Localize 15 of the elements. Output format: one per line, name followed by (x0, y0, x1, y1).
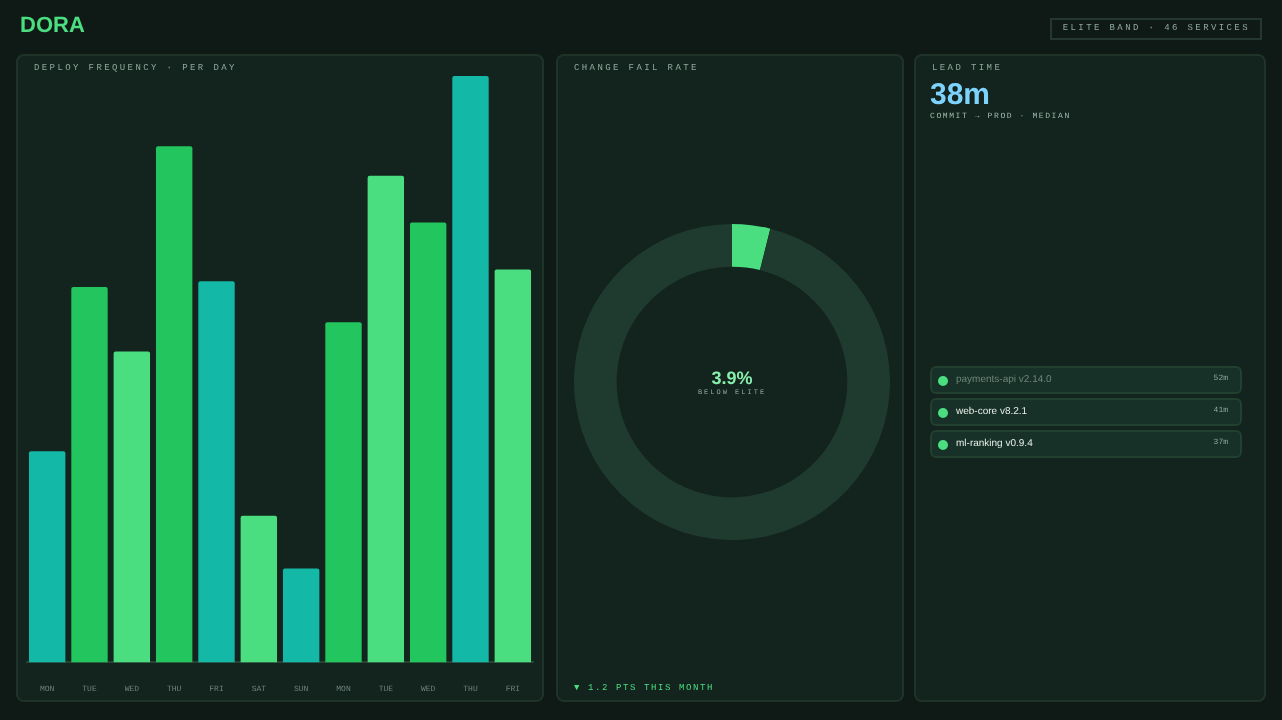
text: DORA (20, 14, 85, 38)
bar (409, 222, 447, 663)
bar (113, 351, 151, 663)
bar (28, 451, 66, 663)
bar (71, 287, 108, 663)
bar (240, 515, 278, 663)
bar (198, 281, 235, 663)
bar (367, 175, 405, 663)
bar (155, 146, 193, 663)
text: 3.9% (709, 368, 755, 388)
bar (494, 269, 532, 663)
text: 38m (930, 78, 991, 112)
bar (282, 568, 320, 663)
bar (325, 322, 362, 663)
bar (452, 76, 489, 663)
